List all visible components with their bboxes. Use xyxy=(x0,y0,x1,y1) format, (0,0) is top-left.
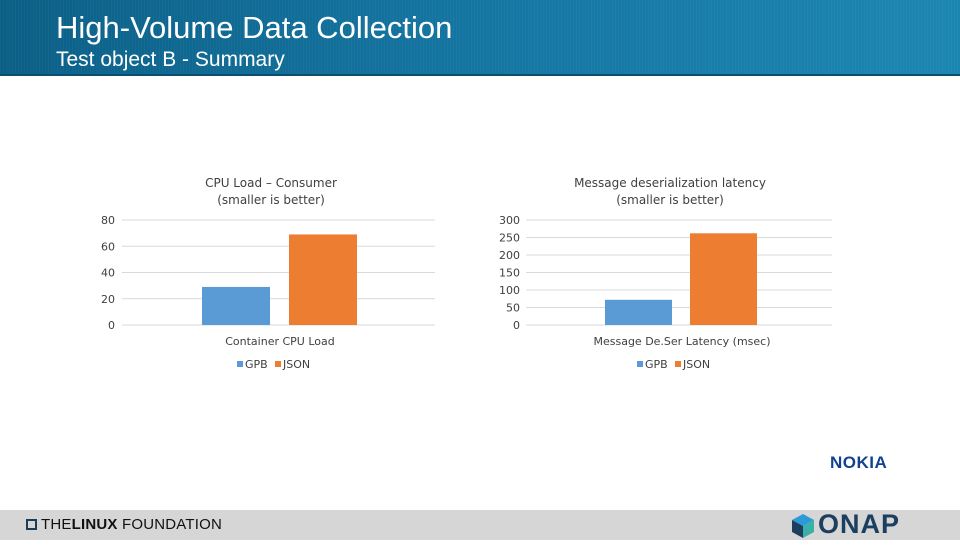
bar-json xyxy=(690,233,757,325)
y-tick-label: 0 xyxy=(108,319,115,332)
chart-title-line: (smaller is better) xyxy=(616,193,724,207)
onap-wordmark: ONAP xyxy=(818,509,901,539)
onap-cube-icon xyxy=(792,514,814,538)
legend-label-json: JSON xyxy=(282,358,310,371)
header-divider xyxy=(0,74,960,76)
onap-logo: ONAP xyxy=(790,509,920,540)
slide-title: High-Volume Data Collection xyxy=(56,10,453,45)
chart-title-line: CPU Load – Consumer xyxy=(205,176,337,190)
y-tick-label: 300 xyxy=(499,214,520,227)
y-tick-label: 100 xyxy=(499,284,520,297)
header-texture xyxy=(0,0,960,76)
bar-gpb xyxy=(605,299,672,325)
x-category-label: Message De.Ser Latency (msec) xyxy=(593,335,770,348)
legend-swatch-json xyxy=(675,361,681,367)
chart-title-line: (smaller is better) xyxy=(217,193,325,207)
lf-the: THE xyxy=(41,516,72,533)
slide-header xyxy=(0,0,960,76)
x-category-label: Container CPU Load xyxy=(225,335,335,348)
y-tick-label: 50 xyxy=(506,302,520,315)
nokia-logo: NOKIA xyxy=(830,453,888,472)
bar-gpb xyxy=(202,286,270,325)
y-tick-label: 60 xyxy=(101,240,115,253)
y-tick-label: 0 xyxy=(513,319,520,332)
slide-subtitle: Test object B - Summary xyxy=(56,48,285,71)
bar-json xyxy=(289,234,357,325)
linux-foundation-logo: THELINUX FOUNDATION xyxy=(26,516,222,533)
lf-foundation: FOUNDATION xyxy=(117,516,223,533)
y-tick-label: 40 xyxy=(101,267,115,280)
legend-swatch-gpb xyxy=(237,361,243,367)
legend-swatch-json xyxy=(275,361,281,367)
y-tick-label: 80 xyxy=(101,214,115,227)
charts-svg: CPU Load – Consumer (smaller is better) 0 2… xyxy=(101,176,832,371)
legend-swatch-gpb xyxy=(637,361,643,367)
legend-label-gpb: GPB xyxy=(245,358,268,371)
y-tick-label: 150 xyxy=(499,267,520,280)
chart-title-line: Message deserialization latency xyxy=(574,176,766,190)
lf-linux: LINUX xyxy=(71,516,118,533)
y-tick-label: 20 xyxy=(101,293,115,306)
linux-foundation-mark-icon xyxy=(26,519,37,530)
y-tick-label: 250 xyxy=(499,232,520,245)
y-tick-label: 200 xyxy=(499,249,520,262)
legend-label-json: JSON xyxy=(682,358,710,371)
chart-area: CPU Load – Consumer (smaller is better) 0 2… xyxy=(101,176,832,371)
legend-label-gpb: GPB xyxy=(645,358,668,371)
